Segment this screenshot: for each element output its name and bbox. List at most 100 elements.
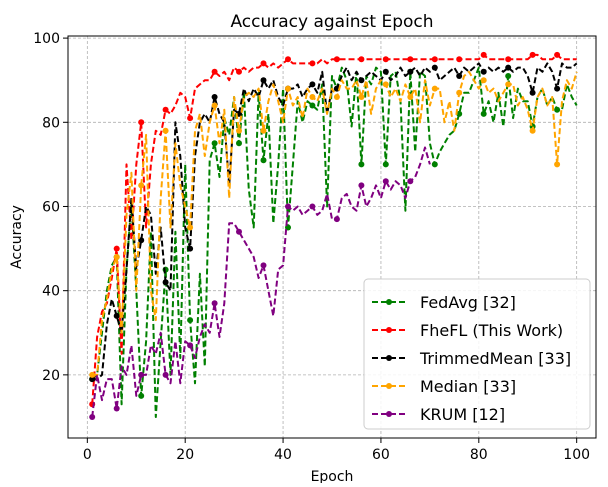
data-point	[162, 279, 169, 286]
legend-label: TrimmedMean [33]	[419, 349, 571, 368]
x-tick-label: 60	[372, 447, 390, 463]
data-point	[309, 102, 316, 109]
y-tick-label: 40	[42, 284, 60, 300]
data-point	[113, 312, 120, 319]
data-point	[505, 73, 512, 79]
data-point	[236, 228, 242, 235]
series-1	[89, 51, 577, 408]
data-point	[309, 94, 316, 100]
plot-frame	[67, 35, 597, 439]
data-point	[529, 89, 536, 96]
data-point	[236, 127, 242, 134]
y-tick-label: 60	[42, 199, 60, 215]
ticks: 0 20 40 60 80 100 20 40 60 80 100	[33, 31, 590, 463]
data-point	[260, 127, 267, 134]
series-line	[91, 146, 431, 418]
y-axis-label: Accuracy	[9, 205, 25, 269]
data-point	[309, 203, 316, 210]
data-point	[456, 110, 463, 117]
data-point	[285, 85, 291, 92]
data-point	[113, 405, 120, 412]
data-point	[113, 245, 120, 252]
data-point	[260, 77, 267, 84]
legend-label: KRUM [12]	[420, 405, 505, 424]
data-point	[431, 64, 438, 71]
data-point	[138, 371, 145, 378]
data-point	[480, 68, 487, 75]
data-point	[382, 81, 389, 88]
data-point	[187, 317, 194, 324]
legend-label: Median [33]	[420, 377, 516, 396]
legend-swatch-marker	[386, 383, 392, 389]
y-tick-label: 20	[42, 368, 60, 384]
x-tick-label: 0	[83, 447, 92, 463]
data-point	[382, 68, 389, 75]
data-point	[333, 94, 340, 100]
data-point	[480, 110, 487, 117]
legend-swatch-marker	[386, 411, 392, 417]
series-3	[89, 70, 578, 378]
series-2	[89, 62, 578, 383]
data-point	[211, 102, 218, 109]
data-point	[505, 64, 512, 71]
data-point	[162, 106, 169, 113]
series-line	[92, 70, 578, 376]
data-point	[187, 224, 194, 231]
data-point	[358, 161, 365, 168]
data-point	[382, 161, 389, 168]
data-point	[554, 106, 561, 113]
data-point	[187, 245, 194, 252]
data-point	[138, 119, 145, 126]
data-point	[407, 68, 414, 75]
x-axis-label: Epoch	[311, 469, 354, 483]
data-point	[285, 203, 291, 210]
data-point	[358, 182, 365, 189]
data-point	[89, 414, 96, 420]
data-point	[358, 56, 365, 63]
series-line	[91, 66, 578, 418]
data-point	[456, 56, 463, 63]
data-point	[309, 60, 316, 67]
data-point	[89, 371, 96, 378]
data-point	[358, 77, 365, 84]
data-point	[309, 81, 316, 88]
data-point	[554, 161, 561, 168]
data-point	[162, 371, 169, 378]
data-point	[382, 178, 389, 185]
data-point	[554, 51, 561, 58]
data-point	[138, 182, 145, 189]
x-tick-label: 40	[274, 447, 292, 463]
y-tick-label: 100	[33, 31, 60, 47]
data-point	[456, 89, 463, 96]
legend-box	[363, 278, 591, 430]
x-tick-label: 20	[176, 447, 194, 463]
data-point	[456, 73, 463, 79]
data-point	[187, 342, 194, 349]
data-point	[358, 94, 365, 100]
data-point	[480, 77, 487, 84]
data-point	[505, 56, 512, 63]
data-point	[529, 51, 536, 58]
data-point	[260, 60, 267, 67]
series-4	[89, 146, 431, 420]
data-point	[431, 85, 438, 92]
data-point	[236, 68, 242, 75]
data-point	[113, 254, 120, 260]
data-point	[431, 161, 438, 168]
series-lines	[89, 51, 578, 420]
data-point	[187, 115, 194, 122]
x-tick-label: 100	[563, 447, 590, 463]
data-point	[236, 140, 242, 147]
legend-label: FheFL (This Work)	[420, 321, 563, 340]
legend: FedAvg [32] FheFL (This Work) TrimmedMean …	[363, 278, 591, 430]
data-point	[211, 94, 218, 100]
chart-title: Accuracy against Epoch	[230, 12, 433, 32]
series-line	[92, 62, 578, 381]
data-point	[162, 127, 169, 134]
data-point	[260, 262, 267, 269]
data-point	[260, 157, 267, 164]
data-point	[211, 140, 218, 147]
data-point	[529, 127, 536, 134]
